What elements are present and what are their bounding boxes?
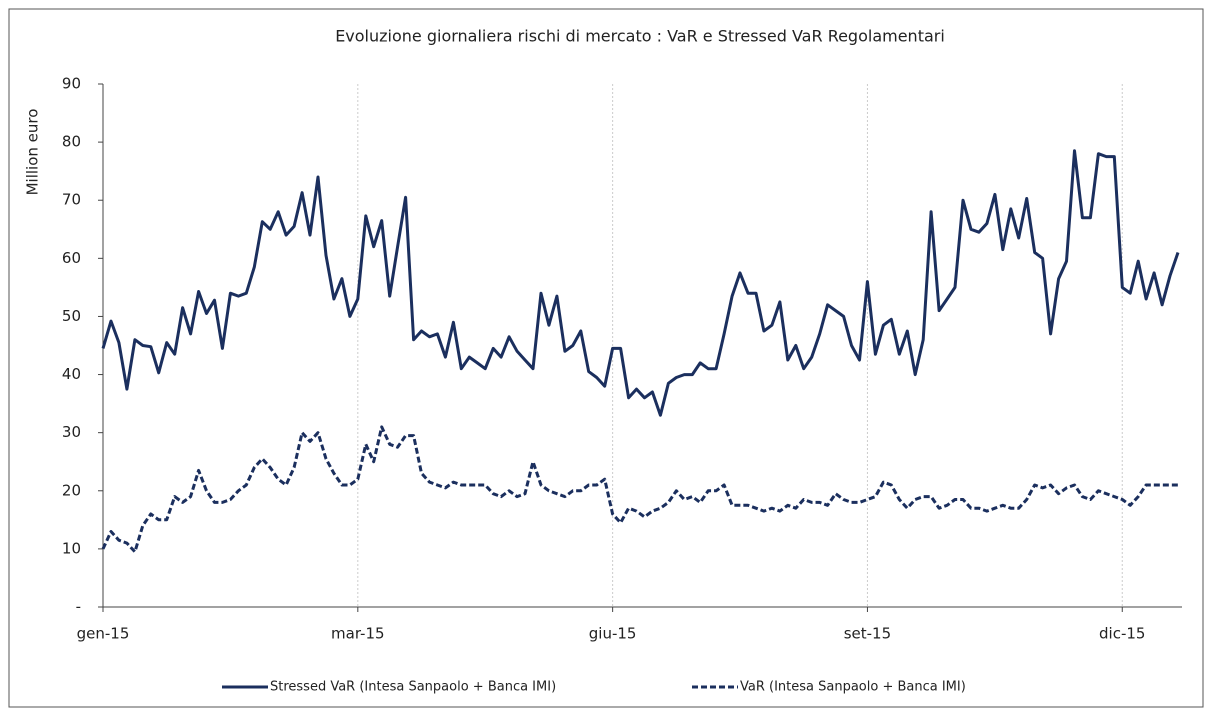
chart-title: Evoluzione giornaliera rischi di mercato… — [335, 27, 945, 46]
y-tick-label: 10 — [62, 539, 81, 557]
series-line — [101, 425, 1178, 554]
series-line — [101, 149, 1180, 417]
y-tick-label: 20 — [62, 481, 81, 499]
x-tick-label: mar-15 — [331, 625, 385, 643]
y-axis-label: Million euro — [24, 109, 42, 196]
y-tick-label: 40 — [62, 365, 81, 383]
y-tick-label: - — [76, 598, 81, 616]
x-tick-label: set-15 — [844, 625, 891, 643]
y-tick-label: 50 — [62, 307, 81, 325]
legend-label: VaR (Intesa Sanpaolo + Banca IMI) — [740, 680, 966, 695]
y-tick-label: 30 — [62, 423, 81, 441]
x-tick-label: giu-15 — [589, 625, 637, 643]
frame — [8, 8, 1204, 708]
legend-label: Stressed VaR (Intesa Sanpaolo + Banca IM… — [270, 680, 556, 695]
y-tick-label: 60 — [62, 249, 81, 267]
x-tick-label: dic-15 — [1099, 625, 1145, 643]
y-tick-label: 80 — [62, 133, 81, 151]
x-tick-label: gen-15 — [77, 625, 130, 643]
y-tick-label: 70 — [62, 191, 81, 209]
y-tick-label: 90 — [62, 75, 81, 93]
